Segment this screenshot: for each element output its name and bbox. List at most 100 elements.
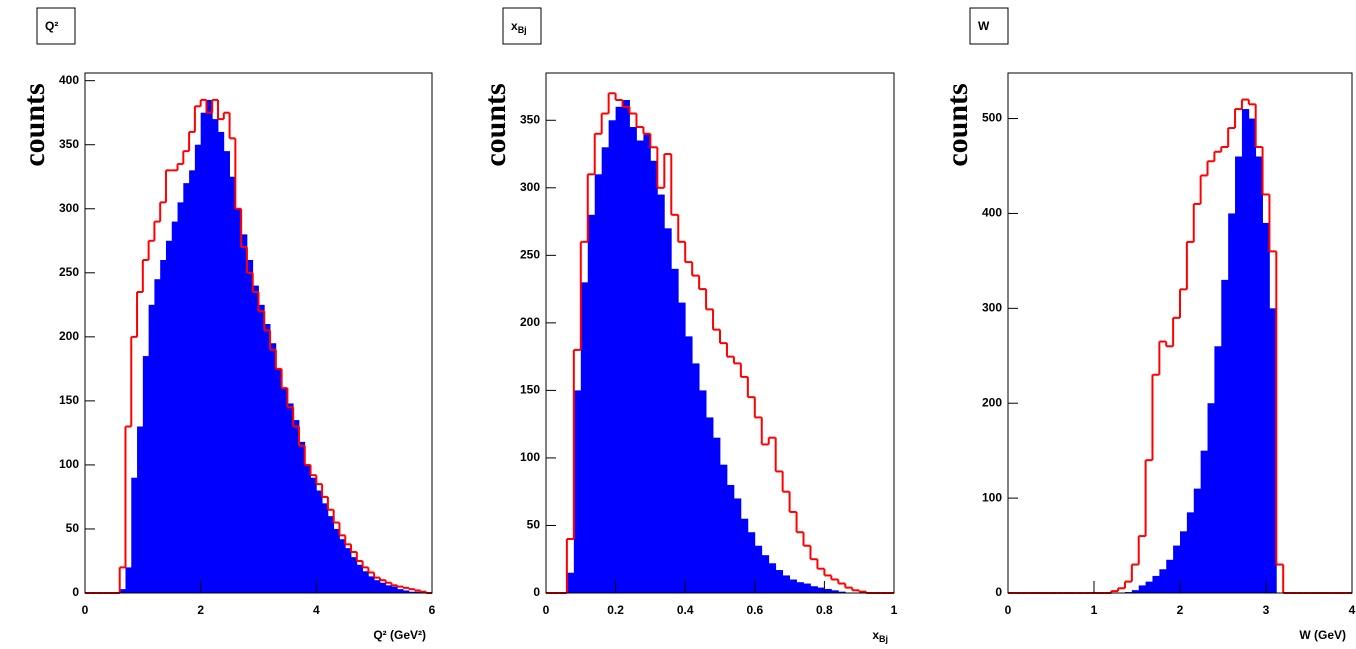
bar <box>1180 531 1188 593</box>
x-tick-label: 4 <box>313 603 320 617</box>
bar <box>246 259 254 593</box>
bar <box>270 343 277 593</box>
x-axis-label: W (GeV) <box>1299 628 1346 642</box>
bar <box>1138 585 1146 593</box>
bar <box>566 572 575 593</box>
bar <box>374 580 381 593</box>
y-tick-label: 50 <box>527 518 541 532</box>
bar <box>601 147 610 594</box>
bar <box>573 390 582 593</box>
x-tick-label: 4 <box>1349 603 1356 617</box>
x-tick-label: 6 <box>429 603 436 617</box>
bar <box>1248 118 1257 593</box>
bar <box>1145 581 1153 593</box>
bar <box>356 564 363 593</box>
bar <box>629 127 637 593</box>
bar <box>362 571 369 593</box>
plot-frame <box>1007 72 1353 594</box>
bar <box>229 176 236 593</box>
bar <box>351 557 358 593</box>
bar <box>831 590 839 593</box>
y-tick-label: 0 <box>995 585 1002 599</box>
bar <box>218 131 225 593</box>
bar <box>643 133 651 593</box>
x-tick-label: 0 <box>543 603 550 617</box>
bar <box>1269 308 1277 593</box>
bar <box>671 268 679 593</box>
bar <box>768 563 777 593</box>
bar <box>339 539 346 593</box>
bar <box>1241 109 1250 593</box>
bar <box>587 214 596 593</box>
bar <box>408 591 416 593</box>
bar <box>1131 590 1140 593</box>
bar <box>789 579 797 593</box>
y-tick-label: 300 <box>520 180 540 194</box>
bar <box>252 285 259 593</box>
bar <box>154 279 161 593</box>
bar <box>316 490 323 593</box>
plot-frame <box>545 72 895 594</box>
bar <box>131 477 138 593</box>
y-tick-label: 400 <box>59 73 79 87</box>
bar <box>310 477 317 593</box>
bar <box>1214 346 1222 593</box>
bar <box>385 585 392 593</box>
bar <box>1200 450 1208 593</box>
bar <box>275 368 283 593</box>
bar <box>1193 488 1202 593</box>
y-tick-label: 0 <box>533 585 540 599</box>
y-tick-label: 150 <box>59 393 79 407</box>
bar <box>838 591 846 593</box>
y-tick-label: 200 <box>520 315 540 329</box>
bar <box>657 194 665 593</box>
bar <box>119 589 126 593</box>
panel-title-main: x <box>511 19 518 33</box>
bar <box>333 528 340 593</box>
panel-title: xBj <box>511 19 527 35</box>
bar <box>754 545 763 593</box>
bar <box>664 228 672 593</box>
bar <box>636 140 644 593</box>
y-tick-label: 300 <box>982 301 1002 315</box>
bar <box>650 160 658 593</box>
bar <box>189 170 196 593</box>
bar <box>397 589 404 593</box>
panel-title: Q² <box>45 19 58 33</box>
bar <box>1221 279 1229 593</box>
bar <box>264 324 271 593</box>
bar <box>171 221 178 594</box>
bar <box>678 302 686 593</box>
bar <box>1166 559 1174 593</box>
bar <box>345 548 352 593</box>
y-tick-label: 100 <box>59 457 79 471</box>
title-box <box>36 7 76 45</box>
bar <box>761 555 770 593</box>
bar <box>322 503 329 593</box>
x-tick-label: 1 <box>891 603 898 617</box>
x-tick-label: 0 <box>1005 603 1012 617</box>
y-axis-label: counts <box>18 83 51 166</box>
bar <box>142 356 150 593</box>
bar <box>165 240 173 593</box>
bar <box>148 304 155 593</box>
x-tick-label: 1 <box>1091 603 1098 617</box>
bar <box>1186 512 1195 593</box>
bar <box>368 576 375 593</box>
y-tick-label: 500 <box>982 111 1002 125</box>
bar <box>241 234 248 593</box>
bar <box>733 498 742 593</box>
y-tick-label: 50 <box>66 521 80 535</box>
bar <box>699 390 707 593</box>
y-tick-label: 100 <box>520 450 540 464</box>
y-axis-label: counts <box>479 83 512 166</box>
y-tick-label: 400 <box>982 206 1002 220</box>
bar <box>304 464 311 593</box>
bar <box>1173 545 1181 593</box>
bar <box>782 575 790 593</box>
panel-title-main: W <box>978 19 990 33</box>
bar <box>293 420 300 593</box>
bar <box>796 582 804 593</box>
bar <box>817 587 825 593</box>
